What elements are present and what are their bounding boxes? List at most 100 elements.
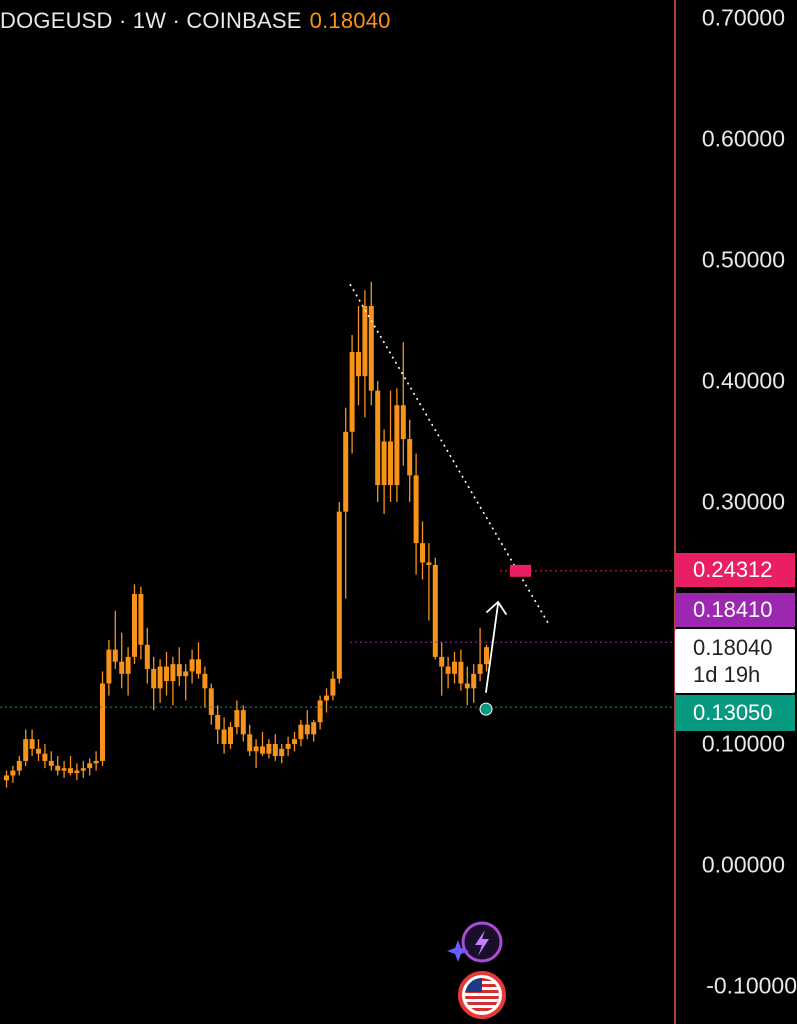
candle [42,744,48,769]
candle [16,756,22,776]
candle [388,390,393,502]
tick-label: 0.40000 [701,367,785,394]
candle [189,649,195,684]
candle [413,453,419,575]
candle [93,751,99,771]
symbol-label: DOGEUSD · 1W · COINBASE [0,8,302,33]
candle [426,543,432,621]
candle [394,388,400,502]
candle [215,705,221,744]
candle [324,688,329,713]
candle [458,649,464,691]
candle [234,700,240,735]
candle [112,610,118,669]
candle [228,722,233,749]
candle [176,647,182,686]
candle [221,717,227,754]
candle [87,758,93,776]
candle [464,666,470,706]
candle [164,652,169,696]
candle [452,652,457,684]
candle [304,710,310,740]
ma-price-badge: 0.18410 [675,593,795,627]
candle [23,729,29,766]
candle [4,770,9,788]
candle [36,739,41,761]
tick-label: 0.00000 [701,851,785,878]
candle [68,756,73,776]
candle [253,739,259,769]
candle [298,719,304,747]
candle [61,760,67,778]
candle [138,586,144,660]
candle [471,664,477,703]
candles-layer [4,281,489,788]
candle [119,632,125,689]
candle [151,656,157,711]
candle [196,642,201,679]
current-price-value: 0.18040 [693,635,773,660]
candle [292,731,297,752]
candle [144,627,150,684]
tick-label: -0.10000 [706,972,797,999]
support-price-badge: 0.13050 [675,695,795,731]
target-price-badge: 0.24312 [675,553,795,587]
candle [260,731,265,757]
candle [484,644,489,672]
candle [343,407,349,599]
tick-label: 0.70000 [701,4,785,31]
candle [420,521,425,580]
candle [80,760,86,778]
candle [362,290,368,418]
candle [375,381,381,502]
candle [400,342,406,466]
candle [125,647,131,696]
candle [100,671,105,766]
candle [330,671,336,701]
lightning-sparkle-icon[interactable] [444,918,506,968]
up-arrow [485,600,507,693]
candle [272,734,278,761]
candle [266,739,272,759]
candle [381,429,387,515]
candle [10,765,16,783]
candle [285,736,291,757]
candle [432,557,438,660]
candle [356,305,361,406]
us-flag-icon[interactable] [456,970,512,1020]
candle [336,502,342,684]
tick-label: 0.30000 [701,488,785,515]
candle [317,695,323,730]
candle [407,419,413,502]
levels-layer [0,283,675,716]
current-price-badge: 0.18040 1d 19h [675,629,795,693]
last-price: 0.18040 [309,8,391,33]
candle [183,664,189,701]
candle [132,584,137,665]
candle [247,724,253,757]
candle [349,335,355,454]
candle [279,744,285,764]
candle [445,656,451,689]
candle [240,705,246,742]
chart-title: DOGEUSD · 1W · COINBASE 0.18040 [0,8,391,34]
candle [29,729,35,757]
candle [48,751,54,771]
tick-label: 0.10000 [701,730,785,757]
candle [74,763,80,781]
bar-countdown: 1d 19h [693,662,761,687]
support-marker [479,702,493,716]
candle [477,627,483,682]
tick-label: 0.50000 [701,246,785,273]
target-marker [510,564,531,577]
candle [368,281,374,406]
candle [106,639,112,696]
candle [55,756,61,776]
candle [157,659,163,703]
tick-label: 0.60000 [701,125,785,152]
candle [311,719,317,742]
candle [208,683,214,725]
candle [439,642,445,696]
candle [202,666,208,708]
